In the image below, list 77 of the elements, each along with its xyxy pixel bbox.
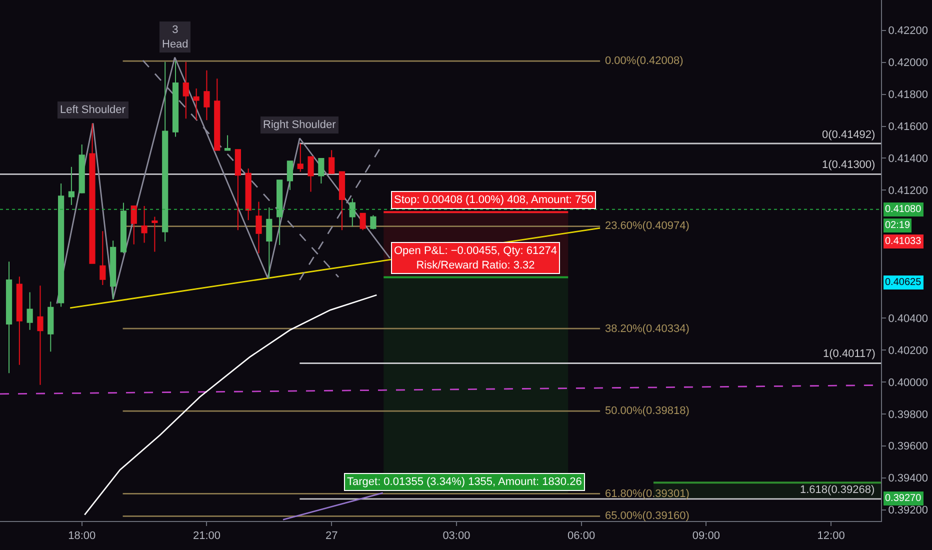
candlestick	[172, 60, 179, 138]
y-tick-label: 0.39600	[888, 440, 928, 453]
y-tick-label: 0.41400	[888, 153, 928, 166]
y-tick-label: 0.42200	[888, 25, 928, 38]
candlestick	[276, 180, 283, 246]
annotation: 0.40625	[885, 277, 922, 288]
annotation: 3 Head	[162, 24, 188, 50]
x-tick-label: 09:00	[692, 530, 720, 542]
ref-line-label: 0.41080	[885, 204, 922, 215]
x-tick-label: 18:00	[68, 530, 96, 542]
y-tick-label: 0.41600	[888, 121, 928, 134]
candlestick	[162, 61, 168, 242]
candlestick	[256, 201, 262, 254]
candlestick	[328, 150, 335, 175]
candlestick	[204, 70, 210, 121]
annotation: 23.60%(0.40974)	[605, 220, 690, 232]
candlestick	[214, 78, 220, 151]
candlestick	[234, 149, 241, 231]
candlestick	[360, 212, 366, 231]
text: 02:19	[885, 220, 910, 231]
x-tick-label: 21:00	[192, 530, 220, 542]
y-tick-label: 0.39200	[888, 504, 928, 517]
candlestick	[26, 292, 33, 330]
x-tick-label: 06:00	[568, 530, 596, 542]
candlestick	[78, 144, 85, 194]
candlestick	[110, 240, 116, 300]
candlestick	[100, 230, 106, 286]
y-tick-label: 0.41200	[888, 185, 928, 198]
y-tick-label: 0.39800	[888, 408, 928, 421]
annotation: 50.00%(0.39818)	[605, 405, 690, 417]
annotation: Stop: 0.00408 (1.00%) 408, Amount: 750	[394, 194, 594, 206]
candlestick	[193, 88, 200, 121]
candlestick	[68, 166, 74, 206]
annotation: 38.20%(0.40334)	[605, 323, 690, 335]
annotation: 0.39270	[885, 493, 922, 504]
x-tick-label: 12:00	[817, 530, 845, 542]
x-tick-label: 27	[325, 530, 338, 542]
candlestick	[58, 182, 64, 308]
annotation: 1.618(0.39268)	[800, 484, 875, 496]
candlestick	[6, 261, 12, 374]
candlestick	[349, 198, 356, 228]
candlestick	[130, 206, 137, 245]
y-tick-label: 0.39400	[888, 472, 928, 485]
text: 0.41033	[885, 236, 922, 247]
candlestick	[318, 158, 324, 184]
candlestick	[370, 214, 376, 230]
candlestick	[245, 168, 252, 221]
candlestick	[308, 156, 314, 192]
y-tick-label: 0.42000	[888, 57, 928, 70]
annotation: 61.80%(0.39301)	[605, 488, 690, 500]
annotation: Left Shoulder	[60, 104, 126, 116]
candlestick	[37, 285, 44, 386]
annotation: 65.00%(0.39160)	[605, 510, 690, 522]
candlestick	[16, 276, 22, 366]
y-tick-label: 0.41800	[888, 89, 928, 102]
annotation: Open P&L: −0.00455, Qty: 61274 Risk/Reward Ratio: 3.32	[394, 245, 557, 272]
x-tick-label: 03:00	[442, 530, 470, 542]
y-tick-label: 0.40200	[888, 344, 928, 357]
candlestick	[152, 216, 158, 252]
annotation: 1(0.40117)	[823, 348, 876, 360]
candlestick	[286, 160, 294, 191]
candlestick	[266, 206, 272, 279]
y-tick-label: 0.40000	[888, 376, 928, 389]
candlestick	[48, 301, 54, 352]
candlestick	[120, 202, 127, 254]
annotation: Right Shoulder	[263, 119, 336, 131]
candlestick	[338, 171, 346, 231]
annotation: 1(0.41300)	[822, 159, 876, 171]
candlestick	[224, 134, 231, 151]
annotation: 0(0.41492)	[822, 129, 876, 141]
candlestick	[182, 61, 189, 120]
y-tick-label: 0.40400	[888, 312, 928, 325]
candlestick	[297, 143, 304, 172]
annotation: Target: 0.01355 (3.34%) 1355, Amount: 1830.26	[347, 476, 582, 488]
candlestick	[141, 206, 148, 244]
candlestick	[89, 123, 96, 264]
annotation: 0.00%(0.42008)	[605, 55, 684, 67]
